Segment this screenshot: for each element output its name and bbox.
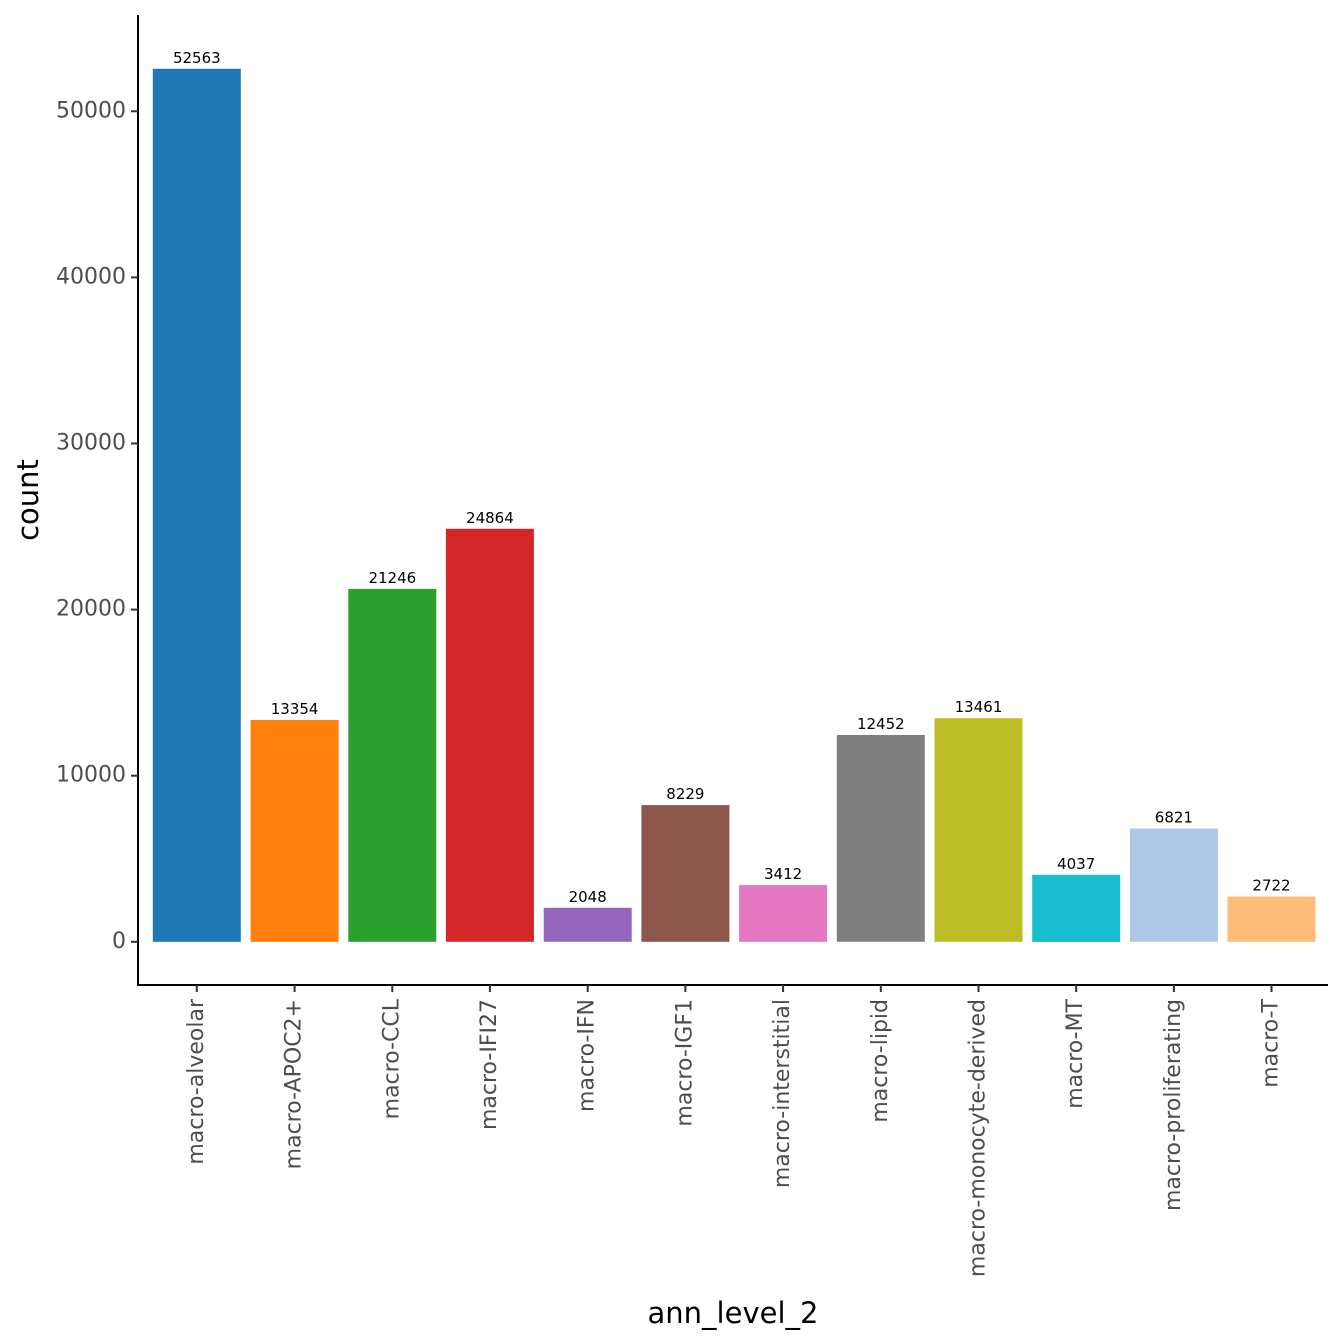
bar-macro-interstitial: [739, 885, 828, 942]
bar-macro-t: [1227, 896, 1316, 942]
bars-group: [152, 68, 1316, 942]
x-axis-title: ann_level_2: [648, 1296, 819, 1330]
x-tick-label: macro-IGF1: [672, 999, 697, 1127]
bar-value-label: 13354: [271, 700, 319, 718]
x-tick-label: macro-IFI27: [477, 999, 502, 1130]
bar-value-label: 52563: [173, 49, 221, 67]
bar-value-label: 4037: [1057, 855, 1095, 873]
y-tick-label: 50000: [56, 98, 126, 123]
bar-macro-apoc2: [250, 720, 339, 942]
x-tick-label: macro-lipid: [868, 999, 893, 1123]
x-axis: macro-alveolar macro-APOC2+ macro-CCL macro…: [137, 984, 1328, 1277]
y-tick-label: 40000: [56, 264, 126, 289]
x-tick-label: macro-T: [1259, 998, 1284, 1087]
bar-macro-ifi27: [445, 528, 534, 942]
bar-value-label: 24864: [466, 509, 514, 527]
bar-value-label: 2722: [1252, 877, 1290, 895]
x-tick-label: macro-proliferating: [1161, 999, 1186, 1211]
bar-macro-proliferating: [1129, 828, 1218, 942]
y-axis-title: count: [11, 459, 45, 541]
bar-macro-igf1: [641, 805, 730, 942]
y-tick-label: 10000: [56, 763, 126, 788]
bar-value-label: 13461: [955, 698, 1003, 716]
bar-macro-alveolar: [152, 68, 241, 942]
bar-value-labels: 52563 13354 21246 24864 2048 8229 3412 12452 134…: [173, 49, 1291, 906]
bar-macro-ccl: [348, 588, 437, 942]
x-tick-label: macro-monocyte-derived: [966, 999, 991, 1277]
y-tick-label: 20000: [56, 597, 126, 622]
y-tick-label: 30000: [56, 431, 126, 456]
bar-value-label: 21246: [368, 569, 416, 587]
bar-value-label: 12452: [857, 715, 905, 733]
bar-value-label: 3412: [764, 865, 802, 883]
x-tick-label: macro-alveolar: [184, 998, 209, 1165]
bar-macro-lipid: [836, 735, 925, 942]
bar-value-label: 6821: [1155, 809, 1193, 827]
x-tick-label: macro-APOC2+: [282, 999, 307, 1169]
y-axis: 0 10000 20000 30000 40000 50000: [56, 15, 139, 986]
y-tick-label: 0: [112, 929, 126, 954]
bar-macro-monocyte-derived: [934, 718, 1023, 942]
x-tick-label: macro-interstitial: [770, 999, 795, 1188]
x-tick-label: macro-IFN: [575, 999, 600, 1112]
bar-value-label: 8229: [666, 785, 704, 803]
bar-macro-mt: [1032, 874, 1121, 942]
bar-value-label: 2048: [569, 888, 607, 906]
x-tick-label: macro-CCL: [379, 998, 404, 1119]
x-tick-label: macro-MT: [1063, 998, 1088, 1108]
bar-macro-ifn: [543, 907, 632, 942]
